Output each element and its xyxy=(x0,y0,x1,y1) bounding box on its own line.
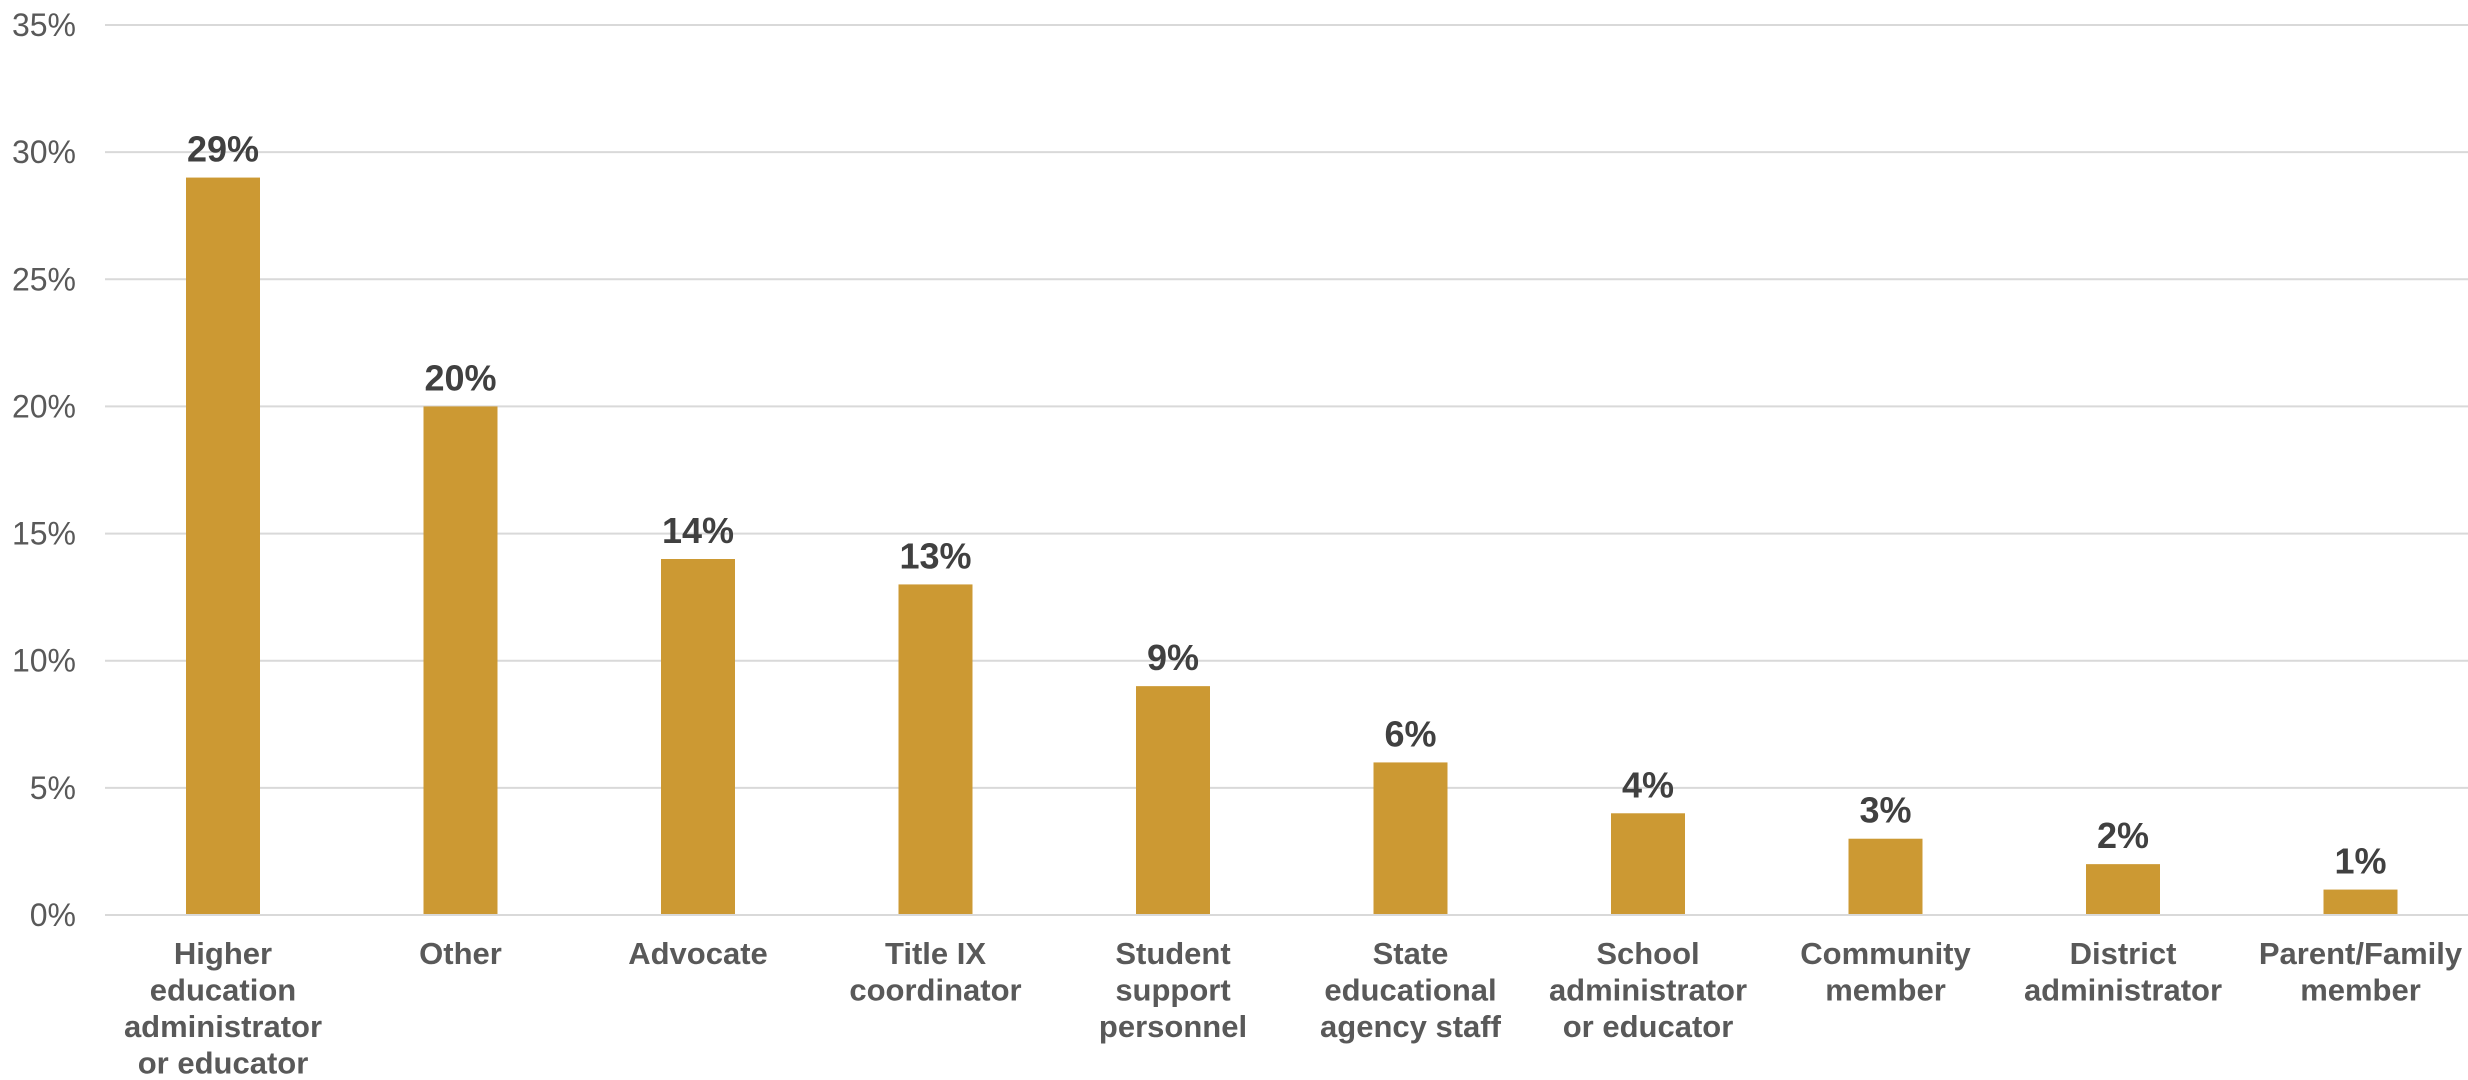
bar xyxy=(661,559,735,915)
data-label: 20% xyxy=(424,357,496,398)
category-label-line: Parent/Family xyxy=(2259,936,2463,971)
y-tick-label: 10% xyxy=(12,643,76,679)
category-label-line: personnel xyxy=(1099,1009,1247,1044)
data-label: 3% xyxy=(1859,790,1911,831)
category-label: Title IX coordinator xyxy=(849,936,1021,1008)
data-label: 2% xyxy=(2097,815,2149,856)
category-label-line: coordinator xyxy=(849,973,1021,1008)
bar xyxy=(1611,813,1685,915)
bar xyxy=(186,177,260,916)
bar xyxy=(898,584,973,915)
y-axis-tick-labels: 0% 5% 10% 15% 20% 25% 30% 35% xyxy=(12,7,76,933)
category-label-line: Student xyxy=(1115,936,1230,971)
category-label-line: Other xyxy=(419,936,502,971)
category-label-line: Advocate xyxy=(628,936,768,971)
category-label-line: member xyxy=(2300,973,2421,1008)
y-tick-label: 35% xyxy=(12,7,76,43)
y-tick-label: 30% xyxy=(12,134,76,170)
y-tick-label: 5% xyxy=(30,770,76,806)
category-label-line: support xyxy=(1115,973,1230,1008)
category-label-line: or educator xyxy=(138,1046,309,1076)
bar xyxy=(1373,762,1448,915)
category-label: Advocate xyxy=(628,936,768,971)
bar xyxy=(1848,838,1923,915)
bar xyxy=(1136,686,1210,915)
x-axis-category-labels: Higher education administrator or educatorO… xyxy=(124,936,2463,1080)
category-label: Other xyxy=(419,936,502,971)
y-tick-label: 15% xyxy=(12,516,76,552)
category-label-line: education xyxy=(150,973,296,1008)
category-label-line: agency staff xyxy=(1320,1009,1502,1044)
y-tick-label: 25% xyxy=(12,261,76,297)
data-label: 9% xyxy=(1147,637,1199,678)
category-label: Student support personnel xyxy=(1099,936,1247,1044)
category-label-line: Community xyxy=(1800,936,1971,971)
bar xyxy=(423,406,498,915)
category-label: Higher education administrator or educator xyxy=(124,936,322,1075)
category-label-line: administrator xyxy=(124,1009,322,1044)
y-tick-label: 20% xyxy=(12,388,76,424)
data-label: 6% xyxy=(1384,713,1436,754)
y-tick-label: 0% xyxy=(30,897,76,933)
data-label: 29% xyxy=(187,129,259,170)
category-label-line: administrator xyxy=(1549,973,1747,1008)
category-label-line: administrator xyxy=(2024,973,2222,1008)
category-label-line: State xyxy=(1373,936,1449,971)
data-label: 14% xyxy=(662,510,734,551)
data-label: 13% xyxy=(899,535,971,576)
category-label: School administrator or educator xyxy=(1549,936,1747,1044)
category-label: Parent/Family member xyxy=(2259,936,2463,1008)
category-label: District administrator xyxy=(2024,936,2222,1008)
category-label-line: educational xyxy=(1324,973,1496,1008)
category-label-line: Higher xyxy=(174,936,272,971)
bar xyxy=(2323,889,2398,915)
category-label: Community member xyxy=(1800,936,1971,1008)
data-label: 4% xyxy=(1622,764,1674,805)
bars xyxy=(186,177,2398,916)
category-label: State educational agency staff xyxy=(1320,936,1502,1044)
category-label-line: Title IX xyxy=(885,936,986,971)
category-label-line: or educator xyxy=(1563,1009,1734,1044)
data-label: 1% xyxy=(2334,841,2386,882)
category-label-line: member xyxy=(1825,973,1946,1008)
category-label-line: District xyxy=(2070,936,2177,971)
data-labels: 29% 20% 14% 13% 9% 6% 4% 3% 2% 1% xyxy=(187,129,2387,882)
category-label-line: School xyxy=(1596,936,1699,971)
gridlines xyxy=(105,24,2468,789)
bar xyxy=(2086,864,2160,915)
